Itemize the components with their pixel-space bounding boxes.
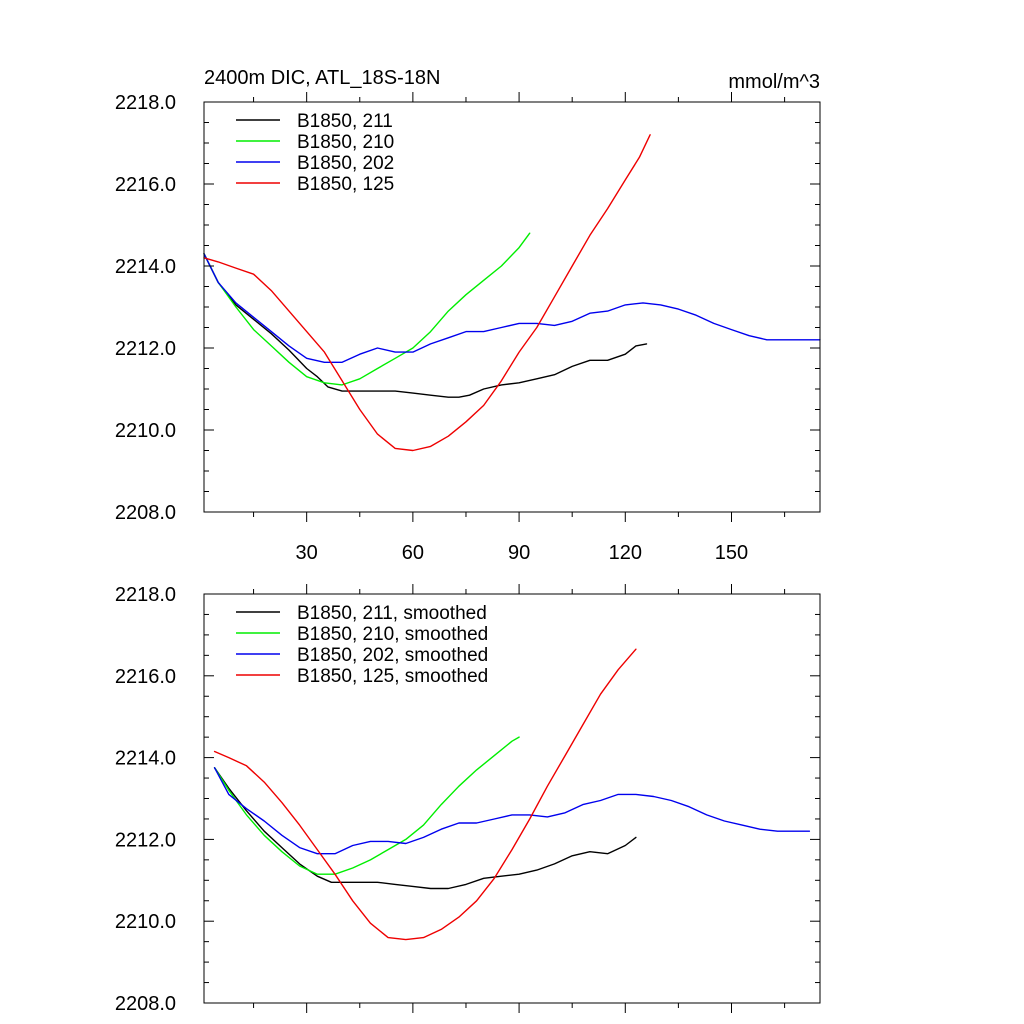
legend-label-0: B1850, 211, smoothed (297, 603, 487, 624)
top-panel: 30 60 90 120 150 2208.0 2210.0 2212.0 2214.0 2216… (115, 67, 821, 564)
y-tick-label: 2210.0 (115, 911, 176, 933)
y-tick-label: 2214.0 (115, 748, 176, 770)
y-tick-label: 2210.0 (115, 420, 176, 442)
x-tick-label: 90 (508, 542, 530, 564)
series-line-1 (203, 232, 531, 386)
y-tick-label: 2208.0 (115, 993, 176, 1015)
legend-label-3: B1850, 125 (297, 174, 394, 195)
series-line-0 (213, 767, 637, 890)
y-tick-label: 2218.0 (115, 92, 176, 114)
series-line-3 (203, 134, 651, 452)
legend-label-2: B1850, 202 (297, 153, 394, 174)
x-tick-label: 60 (402, 542, 424, 564)
y-tick-label: 2216.0 (115, 666, 176, 688)
series-line-3 (213, 648, 637, 941)
y-tick-label: 2212.0 (115, 829, 176, 851)
legend-label-3: B1850, 125, smoothed (297, 666, 488, 687)
y-tick-label: 2208.0 (115, 502, 176, 524)
legend-label-0: B1850, 211 (297, 111, 393, 132)
y-tick-label: 2214.0 (115, 256, 176, 278)
chart-title: 2400m DIC, ATL_18S-18N (204, 67, 440, 89)
x-tick-label: 120 (609, 542, 642, 564)
series-line-0 (203, 252, 648, 398)
legend-label-1: B1850, 210 (297, 132, 394, 153)
series-line-1 (213, 736, 520, 875)
x-tick-label: 30 (296, 542, 318, 564)
series-line-2 (203, 252, 821, 363)
y-tick-label: 2212.0 (115, 338, 176, 360)
bottom-panel: 2208.0 2210.0 2212.0 2214.0 2216.0 2218.0 B185… (115, 584, 821, 1015)
y-tick-label: 2216.0 (115, 174, 176, 196)
units-label: mmol/m^3 (728, 71, 820, 93)
x-tick-label: 150 (715, 542, 748, 564)
y-tick-label: 2218.0 (115, 584, 176, 606)
series-line-2 (213, 767, 811, 855)
legend-label-2: B1850, 202, smoothed (297, 645, 488, 666)
legend-label-1: B1850, 210, smoothed (297, 624, 488, 645)
